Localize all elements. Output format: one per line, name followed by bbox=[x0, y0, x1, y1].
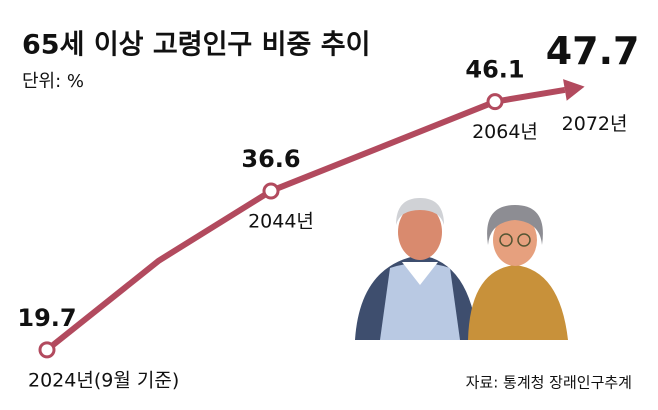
arrow-head bbox=[563, 79, 585, 101]
value-label: 46.1 bbox=[465, 56, 524, 84]
value-label: 36.6 bbox=[241, 145, 300, 173]
value-label: 19.7 bbox=[17, 304, 76, 332]
chart-subtitle: 단위: % bbox=[22, 71, 84, 92]
point-marker bbox=[38, 341, 56, 359]
x-label: 2024년(9월 기준) bbox=[28, 369, 179, 391]
value-label: 47.7 bbox=[546, 29, 640, 73]
illustration bbox=[355, 198, 568, 340]
point-marker bbox=[262, 182, 280, 200]
x-label: 2064년 bbox=[472, 121, 538, 143]
x-label: 2072년 bbox=[562, 113, 628, 135]
chart-title: 65세 이상 고령인구 비중 추이 bbox=[22, 30, 370, 61]
source-note: 자료: 통계청 장래인구추계 bbox=[466, 374, 632, 392]
x-label: 2044년 bbox=[248, 210, 314, 232]
point-marker bbox=[486, 93, 504, 111]
